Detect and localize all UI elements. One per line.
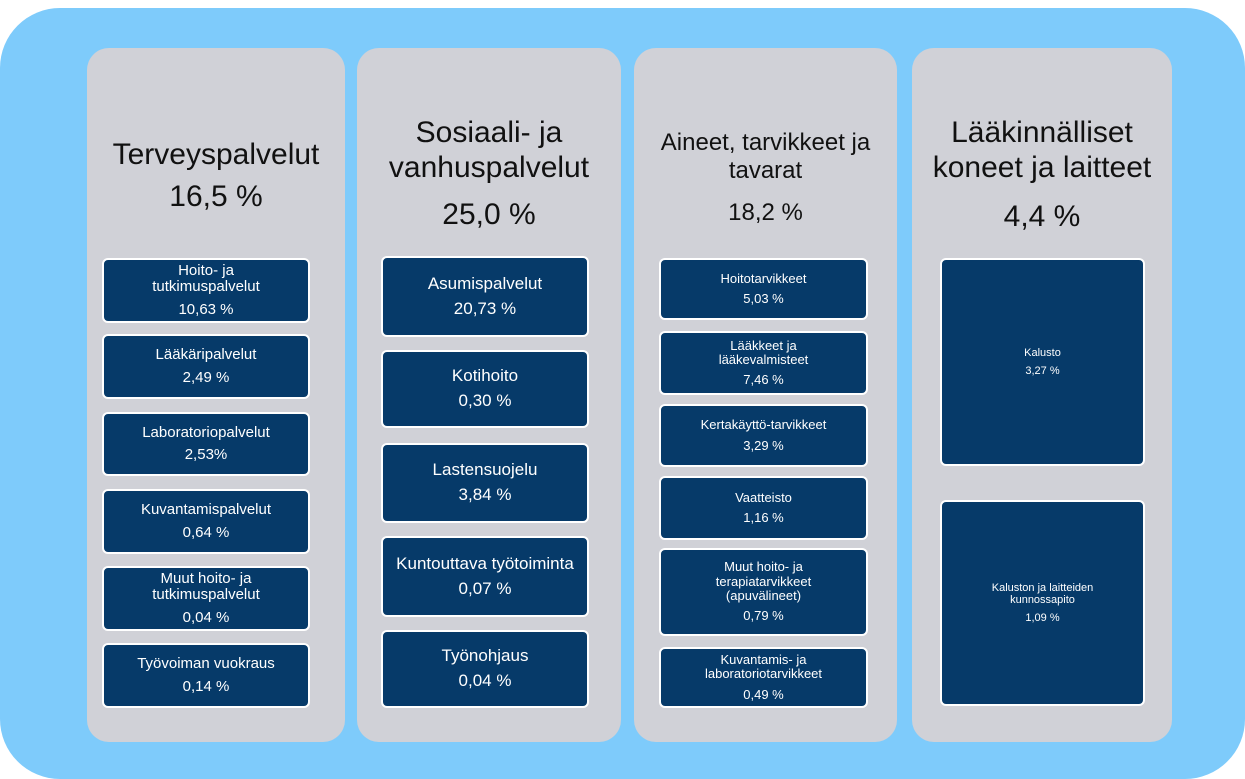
subcategory-box: Muut hoito- ja tutkimuspalvelut 0,04 % xyxy=(102,566,310,631)
subcategory-box: Lääkäripalvelut 2,49 % xyxy=(102,334,310,399)
category-title: Sosiaali- ja vanhuspalvelut xyxy=(388,116,590,184)
subcategory-label: Kalusto xyxy=(1024,346,1061,359)
subcategory-label: Vaatteisto xyxy=(735,489,792,505)
subcategory-value: 3,29 % xyxy=(743,437,784,453)
category-percent: 25,0 % xyxy=(442,198,536,231)
subcategory-value: 7,46 % xyxy=(743,372,784,388)
subcategory-box: Työnohjaus 0,04 % xyxy=(381,630,589,708)
category-column: Lääkinnälliset koneet ja laitteet 4,4 % Ka… xyxy=(912,48,1172,742)
subcategory-box: Kuvantamispalvelut 0,64 % xyxy=(102,489,310,554)
subcategory-label: Hoitotarvikkeet xyxy=(720,270,807,286)
subcategory-label: Kaluston ja laitteiden kunnossapito xyxy=(991,581,1094,606)
subcategory-value: 0,07 % xyxy=(458,578,512,598)
subcategory-value: 1,16 % xyxy=(743,510,784,525)
subcategory-label: Hoito- ja tutkimuspalvelut xyxy=(152,261,260,296)
subcategory-box: Kaluston ja laitteiden kunnossapito 1,09 … xyxy=(940,500,1145,706)
subcategory-box: Kuntouttava työtoiminta 0,07 % xyxy=(381,536,589,617)
subcategory-value: 2,53% xyxy=(184,446,228,463)
category-percent: 18,2 % xyxy=(728,199,803,226)
subcategory-value: 0,30 % xyxy=(458,391,512,410)
category-title: Lääkinnälliset koneet ja laitteet xyxy=(932,116,1152,184)
subcategory-label: Lastensuojelu xyxy=(432,460,538,480)
subcategory-value: 20,73 % xyxy=(453,298,517,318)
subcategory-value: 1,09 % xyxy=(1025,612,1060,625)
subcategory-box: Vaatteisto 1,16 % xyxy=(659,476,868,540)
subcategory-box: Kuvantamis- ja laboratoriotarvikkeet 0,49… xyxy=(659,647,868,708)
subcategory-value: 0,04 % xyxy=(182,608,230,626)
category-column: Aineet, tarvikkeet ja tavarat 18,2 % Hoito… xyxy=(634,48,897,742)
subcategory-box: Hoitotarvikkeet 5,03 % xyxy=(659,258,868,320)
subcategory-value: 0,79 % xyxy=(743,608,784,624)
category-percent: 4,4 % xyxy=(1003,200,1081,233)
subcategory-label: Kuntouttava työtoiminta xyxy=(396,553,574,573)
subcategory-value: 3,84 % xyxy=(458,485,512,504)
subcategory-value: 5,03 % xyxy=(743,291,784,306)
subcategory-box: Kertakäyttö-tarvikkeet 3,29 % xyxy=(659,404,868,467)
subcategory-value: 0,64 % xyxy=(182,523,230,541)
subcategory-label: Muut hoito- ja tutkimuspalvelut xyxy=(152,569,260,604)
category-column: Terveyspalvelut 16,5 % Hoito- ja tutkimusp… xyxy=(87,48,345,742)
subcategory-box: Lääkkeet ja lääkevalmisteet 7,46 % xyxy=(659,331,868,395)
subcategory-box: Muut hoito- ja terapiatarvikkeet (apuväl… xyxy=(659,548,868,636)
subcategory-box: Kotihoito 0,30 % xyxy=(381,350,589,428)
subcategory-value: 10,63 % xyxy=(178,300,234,318)
subcategory-value: 0,14 % xyxy=(182,677,230,695)
subcategory-box: Kalusto 3,27 % xyxy=(940,258,1145,466)
subcategory-label: Lääkäripalvelut xyxy=(155,346,257,363)
subcategory-value: 2,49 % xyxy=(182,368,230,386)
subcategory-label: Lääkkeet ja lääkevalmisteet xyxy=(718,337,809,367)
subcategory-box: Laboratoriopalvelut 2,53% xyxy=(102,412,310,476)
subcategory-value: 3,27 % xyxy=(1025,365,1060,377)
category-title: Terveyspalvelut xyxy=(112,138,320,171)
category-title: Aineet, tarvikkeet ja tavarat xyxy=(660,129,871,184)
subcategory-label: Muut hoito- ja terapiatarvikkeet (apuväl… xyxy=(715,559,812,603)
category-percent: 16,5 % xyxy=(169,180,263,213)
subcategory-label: Työvoiman vuokraus xyxy=(137,655,275,672)
subcategory-label: Asumispalvelut xyxy=(427,273,543,293)
category-column: Sosiaali- ja vanhuspalvelut 25,0 % Asumisp… xyxy=(357,48,621,742)
subcategory-box: Hoito- ja tutkimuspalvelut 10,63 % xyxy=(102,258,310,323)
subcategory-box: Työvoiman vuokraus 0,14 % xyxy=(102,643,310,708)
subcategory-label: Laboratoriopalvelut xyxy=(142,423,270,441)
subcategory-label: Työnohjaus xyxy=(441,646,529,666)
subcategory-label: Kuvantamispalvelut xyxy=(140,501,272,518)
subcategory-box: Asumispalvelut 20,73 % xyxy=(381,256,589,337)
subcategory-value: 0,04 % xyxy=(458,671,512,690)
subcategory-label: Kuvantamis- ja laboratoriotarvikkeet xyxy=(704,652,823,682)
subcategory-value: 0,49 % xyxy=(743,686,784,702)
subcategory-label: Kertakäyttö-tarvikkeet xyxy=(700,417,827,433)
subcategory-label: Kotihoito xyxy=(451,366,519,386)
subcategory-box: Lastensuojelu 3,84 % xyxy=(381,443,589,523)
